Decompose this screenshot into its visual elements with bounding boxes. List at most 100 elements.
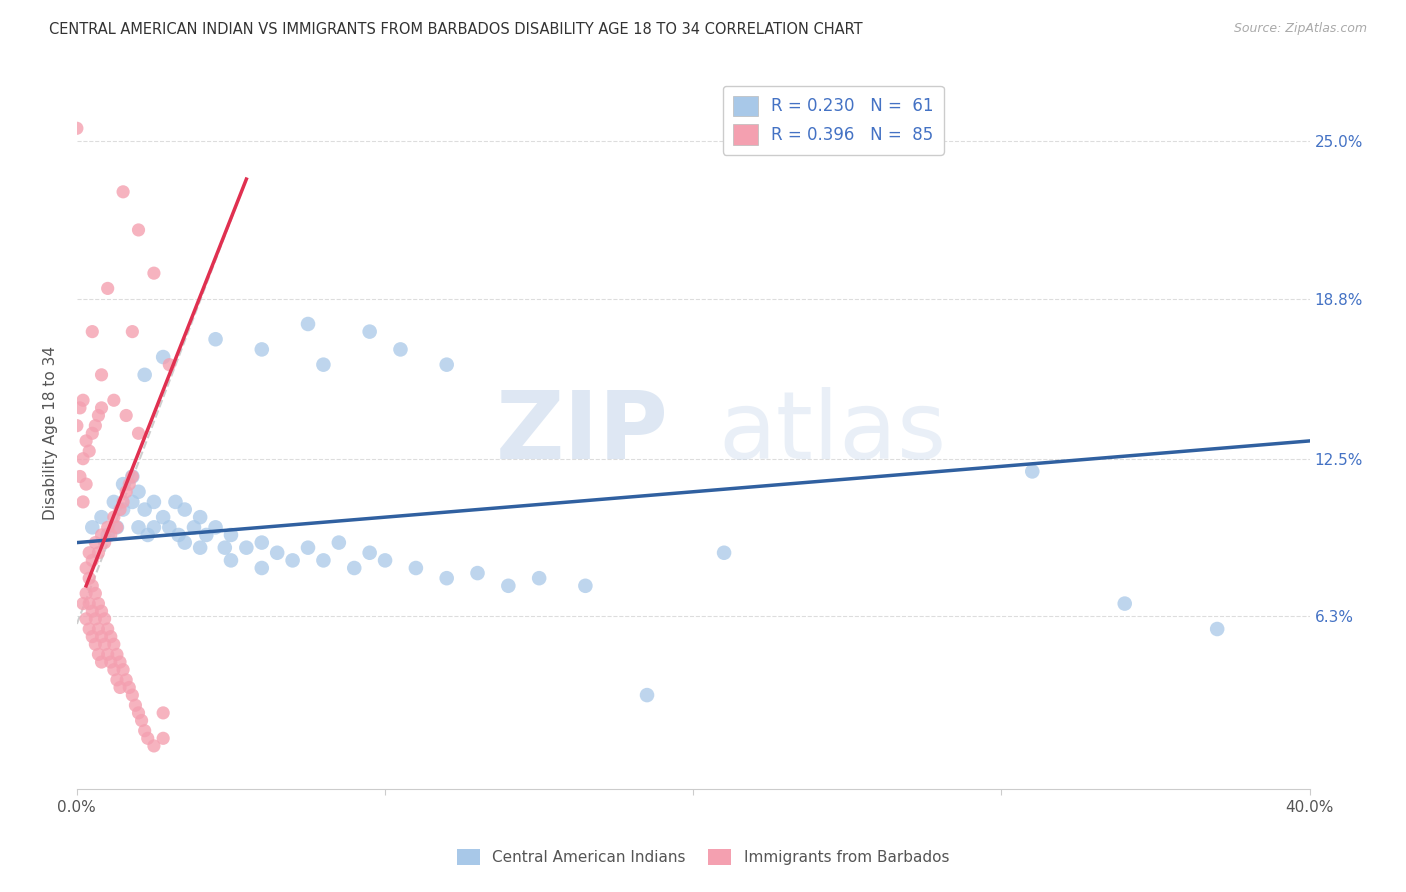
Point xyxy=(84,637,107,651)
Point xyxy=(84,535,107,549)
Point xyxy=(97,520,120,534)
Point xyxy=(82,579,104,593)
Point xyxy=(389,343,412,357)
Point xyxy=(72,597,94,611)
Point xyxy=(204,520,226,534)
Point xyxy=(297,541,319,555)
Point xyxy=(297,317,319,331)
Point xyxy=(152,731,174,746)
Point xyxy=(195,528,218,542)
Point xyxy=(75,612,97,626)
Point xyxy=(266,546,288,560)
Point xyxy=(142,739,165,753)
Point xyxy=(87,409,110,423)
Point xyxy=(90,510,112,524)
Point xyxy=(108,655,131,669)
Point xyxy=(75,434,97,448)
Point xyxy=(77,444,100,458)
Point xyxy=(167,528,190,542)
Point xyxy=(105,520,128,534)
Point xyxy=(1021,464,1043,478)
Point xyxy=(214,541,236,555)
Point xyxy=(87,648,110,662)
Point xyxy=(152,706,174,720)
Point xyxy=(90,368,112,382)
Point xyxy=(100,655,122,669)
Point xyxy=(69,401,91,415)
Y-axis label: Disability Age 18 to 34: Disability Age 18 to 34 xyxy=(44,346,58,520)
Point xyxy=(103,510,125,524)
Point xyxy=(112,663,135,677)
Point xyxy=(219,528,242,542)
Point xyxy=(90,401,112,415)
Point xyxy=(121,325,143,339)
Point xyxy=(359,325,381,339)
Point xyxy=(343,561,366,575)
Point xyxy=(219,553,242,567)
Point xyxy=(281,553,304,567)
Point xyxy=(152,350,174,364)
Point xyxy=(328,535,350,549)
Point xyxy=(235,541,257,555)
Point xyxy=(115,409,138,423)
Text: CENTRAL AMERICAN INDIAN VS IMMIGRANTS FROM BARBADOS DISABILITY AGE 18 TO 34 CORR: CENTRAL AMERICAN INDIAN VS IMMIGRANTS FR… xyxy=(49,22,863,37)
Text: atlas: atlas xyxy=(718,387,946,479)
Point xyxy=(157,520,180,534)
Point xyxy=(105,648,128,662)
Point xyxy=(134,502,156,516)
Point xyxy=(312,553,335,567)
Point xyxy=(1114,597,1136,611)
Point xyxy=(118,681,141,695)
Point xyxy=(467,566,489,580)
Point xyxy=(66,121,89,136)
Point xyxy=(112,185,135,199)
Point xyxy=(112,477,135,491)
Point xyxy=(82,630,104,644)
Point xyxy=(374,553,396,567)
Text: Source: ZipAtlas.com: Source: ZipAtlas.com xyxy=(1233,22,1367,36)
Point xyxy=(90,630,112,644)
Point xyxy=(77,622,100,636)
Point xyxy=(84,418,107,433)
Point xyxy=(250,343,273,357)
Point xyxy=(250,535,273,549)
Point xyxy=(108,681,131,695)
Point xyxy=(165,495,187,509)
Point xyxy=(204,332,226,346)
Point xyxy=(82,426,104,441)
Point xyxy=(134,368,156,382)
Point xyxy=(142,266,165,280)
Text: ZIP: ZIP xyxy=(496,387,669,479)
Point xyxy=(128,223,150,237)
Point xyxy=(312,358,335,372)
Point xyxy=(105,520,128,534)
Point xyxy=(108,502,131,516)
Point xyxy=(103,495,125,509)
Point xyxy=(100,528,122,542)
Point xyxy=(75,586,97,600)
Point xyxy=(142,520,165,534)
Point xyxy=(87,597,110,611)
Point xyxy=(72,393,94,408)
Point xyxy=(105,673,128,687)
Point xyxy=(97,648,120,662)
Point xyxy=(90,528,112,542)
Point xyxy=(93,637,115,651)
Point xyxy=(75,477,97,491)
Point xyxy=(173,502,195,516)
Point xyxy=(134,723,156,738)
Point xyxy=(136,731,159,746)
Point xyxy=(121,495,143,509)
Point xyxy=(436,571,458,585)
Point xyxy=(103,393,125,408)
Point xyxy=(152,510,174,524)
Point xyxy=(112,495,135,509)
Point xyxy=(97,528,120,542)
Point xyxy=(157,358,180,372)
Point xyxy=(124,698,146,713)
Point xyxy=(77,546,100,560)
Point xyxy=(97,622,120,636)
Point xyxy=(121,469,143,483)
Point xyxy=(77,597,100,611)
Point xyxy=(188,541,211,555)
